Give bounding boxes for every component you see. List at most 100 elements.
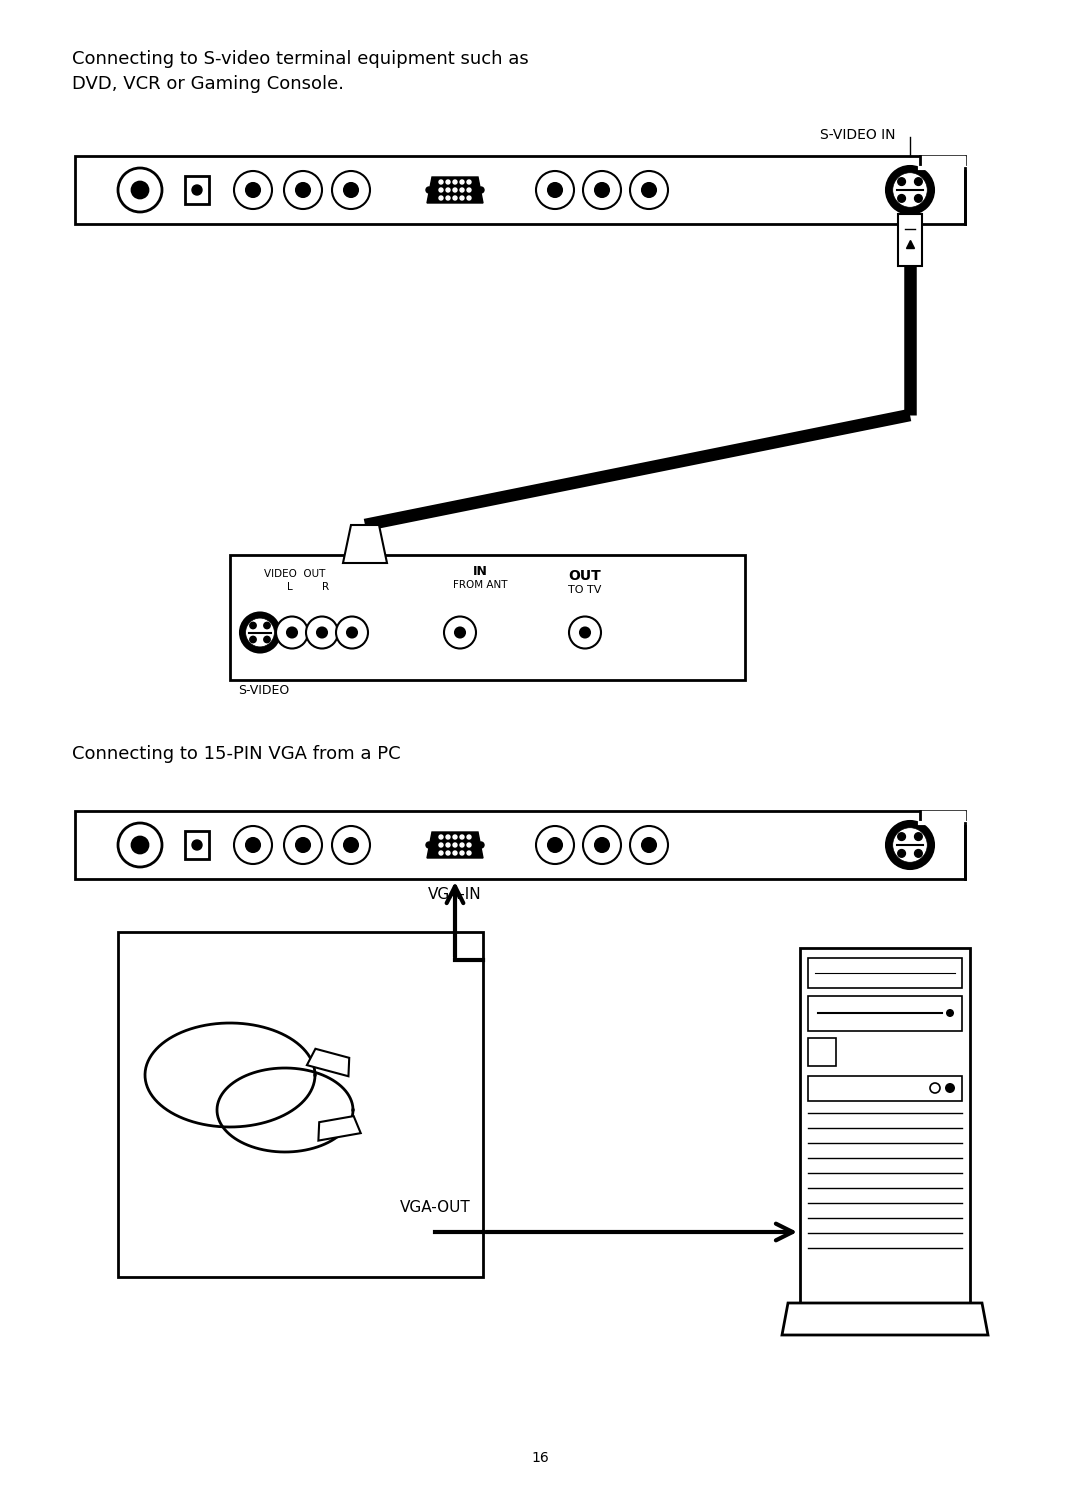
Circle shape	[595, 839, 609, 852]
Circle shape	[336, 616, 368, 648]
Circle shape	[453, 180, 457, 183]
Text: L         R: L R	[287, 582, 329, 592]
Circle shape	[426, 842, 432, 848]
Text: OUT: OUT	[569, 570, 602, 583]
Text: VGA-OUT: VGA-OUT	[400, 1199, 471, 1214]
Circle shape	[264, 636, 270, 643]
Circle shape	[595, 183, 609, 197]
Circle shape	[478, 842, 484, 848]
Circle shape	[453, 836, 457, 839]
Circle shape	[467, 188, 471, 192]
Bar	[808, 996, 962, 1031]
Circle shape	[438, 843, 443, 848]
Circle shape	[347, 627, 357, 637]
Circle shape	[893, 173, 928, 207]
Circle shape	[536, 171, 573, 209]
Circle shape	[467, 180, 471, 183]
Circle shape	[946, 1009, 954, 1018]
Polygon shape	[920, 156, 966, 168]
Polygon shape	[782, 1303, 988, 1335]
Circle shape	[460, 188, 464, 192]
Text: S-VIDEO IN: S-VIDEO IN	[820, 128, 895, 141]
Bar	[808, 1039, 836, 1066]
Text: Connecting to 15-PIN VGA from a PC: Connecting to 15-PIN VGA from a PC	[72, 745, 401, 764]
Circle shape	[345, 183, 357, 197]
Circle shape	[438, 188, 443, 192]
Circle shape	[945, 1084, 955, 1093]
Circle shape	[460, 843, 464, 848]
Bar	[75, 156, 966, 224]
Circle shape	[453, 843, 457, 848]
Circle shape	[630, 827, 669, 864]
Circle shape	[897, 177, 905, 185]
Circle shape	[467, 843, 471, 848]
Circle shape	[284, 827, 322, 864]
Circle shape	[246, 183, 260, 197]
Circle shape	[467, 195, 471, 200]
Circle shape	[548, 183, 562, 197]
Circle shape	[446, 180, 450, 183]
Text: 16: 16	[531, 1450, 549, 1465]
Bar	[800, 948, 970, 1303]
Bar	[185, 176, 210, 204]
Circle shape	[446, 836, 450, 839]
Circle shape	[467, 836, 471, 839]
Circle shape	[893, 828, 928, 863]
Circle shape	[446, 188, 450, 192]
Circle shape	[897, 194, 905, 203]
Text: VIDEO  OUT: VIDEO OUT	[265, 570, 326, 579]
Circle shape	[284, 171, 322, 209]
Circle shape	[118, 824, 162, 867]
Circle shape	[460, 851, 464, 855]
Circle shape	[897, 849, 905, 857]
Circle shape	[915, 849, 922, 857]
Circle shape	[897, 833, 905, 840]
Polygon shape	[343, 525, 387, 564]
Circle shape	[287, 627, 297, 637]
Circle shape	[583, 827, 621, 864]
Polygon shape	[427, 177, 483, 203]
Circle shape	[446, 195, 450, 200]
Circle shape	[915, 833, 922, 840]
Circle shape	[438, 195, 443, 200]
Circle shape	[460, 180, 464, 183]
Circle shape	[332, 171, 370, 209]
Bar	[230, 555, 745, 679]
Circle shape	[234, 171, 272, 209]
Circle shape	[536, 827, 573, 864]
Circle shape	[444, 616, 476, 648]
Circle shape	[296, 183, 310, 197]
Circle shape	[446, 843, 450, 848]
Circle shape	[426, 186, 432, 192]
Circle shape	[642, 183, 656, 197]
Circle shape	[276, 616, 308, 648]
Circle shape	[467, 851, 471, 855]
Bar	[897, 213, 922, 266]
Circle shape	[246, 839, 260, 852]
Circle shape	[453, 188, 457, 192]
Circle shape	[583, 171, 621, 209]
Circle shape	[569, 616, 600, 648]
Circle shape	[296, 839, 310, 852]
Circle shape	[318, 627, 327, 637]
Circle shape	[249, 636, 256, 643]
Text: TO TV: TO TV	[568, 585, 602, 595]
Text: VGA-IN: VGA-IN	[428, 887, 482, 902]
Circle shape	[580, 627, 590, 637]
Circle shape	[455, 627, 465, 637]
Circle shape	[630, 171, 669, 209]
Text: FROM ANT: FROM ANT	[453, 580, 508, 591]
Text: IN: IN	[473, 565, 487, 579]
Text: Connecting to S-video terminal equipment such as
DVD, VCR or Gaming Console.: Connecting to S-video terminal equipment…	[72, 50, 529, 93]
Circle shape	[118, 168, 162, 212]
Polygon shape	[920, 812, 966, 824]
Circle shape	[438, 851, 443, 855]
Circle shape	[642, 839, 656, 852]
Circle shape	[460, 836, 464, 839]
Circle shape	[548, 839, 562, 852]
Bar	[808, 957, 962, 987]
Text: S-VIDEO: S-VIDEO	[238, 684, 289, 697]
Circle shape	[249, 622, 256, 628]
Circle shape	[332, 827, 370, 864]
Polygon shape	[427, 833, 483, 858]
